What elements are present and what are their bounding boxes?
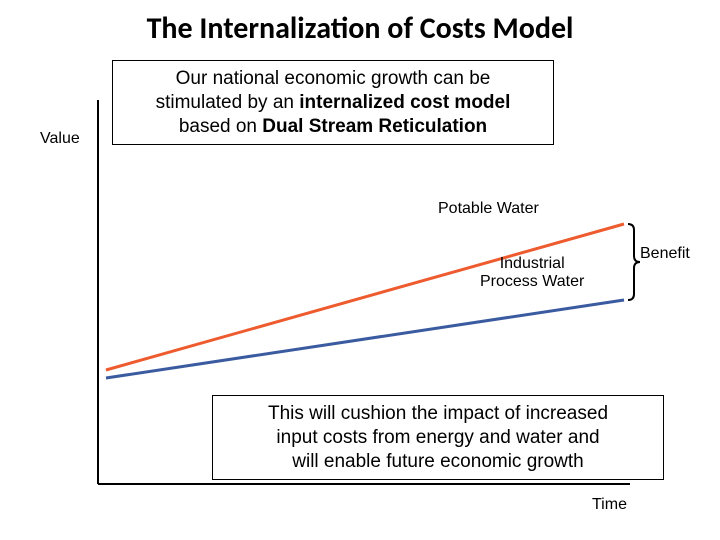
benefit-bracket bbox=[628, 224, 640, 300]
line-potable-water bbox=[106, 224, 624, 370]
callout-bottom: This will cushion the impact of increase… bbox=[212, 395, 664, 480]
label-industrial-line2: Process Water bbox=[480, 273, 584, 290]
callout-bottom-line1: This will cushion the impact of increase… bbox=[268, 403, 608, 424]
label-benefit: Benefit bbox=[640, 245, 690, 263]
line-industrial-water bbox=[106, 300, 624, 378]
slide: The Internalization of Costs Model Value… bbox=[0, 0, 720, 540]
x-axis-label: Time bbox=[592, 496, 627, 514]
callout-bottom-line3: will enable future economic growth bbox=[292, 451, 584, 472]
label-industrial-water: Industrial Process Water bbox=[480, 255, 584, 292]
label-industrial-line1: Industrial bbox=[500, 255, 565, 272]
callout-bottom-line2: input costs from energy and water and bbox=[276, 427, 599, 448]
label-potable-water: Potable Water bbox=[438, 200, 539, 218]
